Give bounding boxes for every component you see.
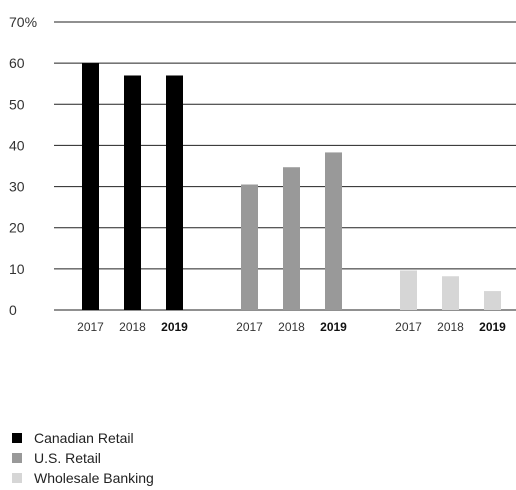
y-tick-label: 0: [9, 302, 17, 318]
bar-canadian-retail-2017: [82, 63, 99, 311]
x-tick-label: 2017: [395, 320, 422, 334]
legend-swatch: [12, 473, 22, 483]
x-tick-label: 2017: [236, 320, 263, 334]
bar-u-s-retail-2017: [241, 184, 258, 310]
y-tick-label: 20: [9, 220, 25, 236]
bars: [82, 63, 501, 311]
y-tick-label: 40: [9, 137, 25, 153]
legend-swatch: [12, 433, 22, 443]
x-tick-label: 2017: [77, 320, 104, 334]
y-tick-label: 50: [9, 96, 25, 112]
x-tick-label: 2018: [278, 320, 305, 334]
legend: Canadian Retail U.S. Retail Wholesale Bank…: [12, 428, 154, 488]
legend-item: Canadian Retail: [12, 428, 154, 448]
y-tick-label: 60: [9, 55, 25, 71]
legend-item: Wholesale Banking: [12, 468, 154, 488]
legend-swatch: [12, 453, 22, 463]
y-tick-label: 30: [9, 179, 25, 195]
bar-u-s-retail-2018: [283, 167, 300, 310]
y-tick-label: 10: [9, 261, 25, 277]
x-tick-label: 2019: [320, 320, 347, 334]
x-tick-label: 2018: [119, 320, 146, 334]
legend-label: Wholesale Banking: [34, 470, 154, 486]
bar-wholesale-banking-2018: [442, 276, 459, 310]
bar-wholesale-banking-2019: [484, 291, 501, 310]
y-tick-label: 70%: [9, 14, 37, 30]
bar-wholesale-banking-2017: [400, 270, 417, 310]
bar-canadian-retail-2019: [166, 75, 183, 310]
x-tick-label: 2019: [161, 320, 188, 334]
bar-canadian-retail-2018: [124, 75, 141, 310]
legend-label: U.S. Retail: [34, 450, 101, 466]
x-axis-ticks: 2017 2018 2019 2017 2018 2019 2017 2018 2019: [77, 320, 506, 334]
bar-u-s-retail-2019: [325, 152, 342, 310]
x-tick-label: 2018: [437, 320, 464, 334]
y-axis-ticks: 0 10 20 30 40 50 60 70%: [9, 14, 37, 318]
legend-label: Canadian Retail: [34, 430, 134, 446]
x-tick-label: 2019: [479, 320, 506, 334]
legend-item: U.S. Retail: [12, 448, 154, 468]
